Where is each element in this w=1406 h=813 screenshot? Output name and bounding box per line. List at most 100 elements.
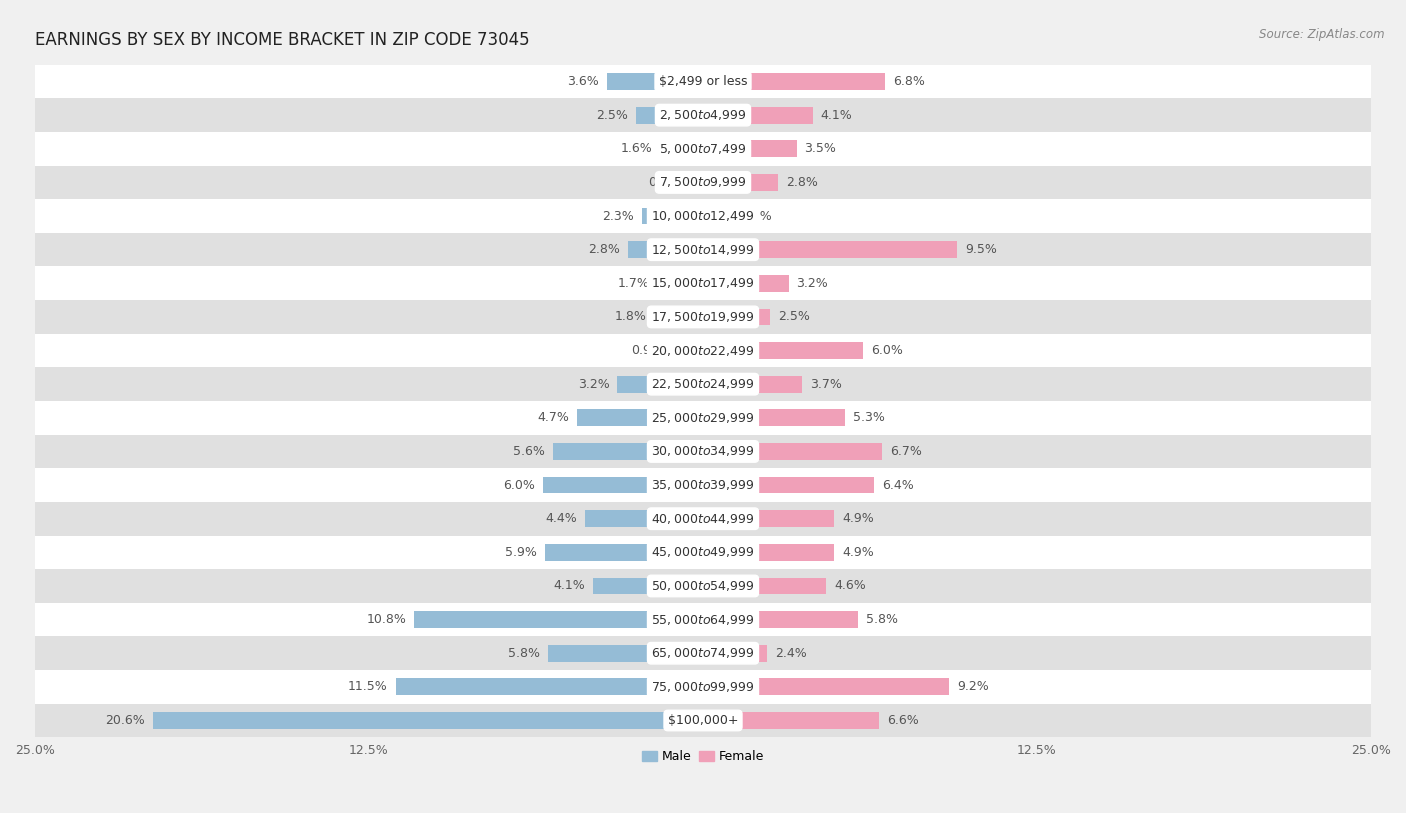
- Bar: [35, 65, 1371, 98]
- Text: 1.7%: 1.7%: [617, 276, 650, 289]
- Bar: [415, 611, 703, 628]
- Bar: [543, 476, 703, 493]
- Text: 9.2%: 9.2%: [957, 680, 988, 693]
- Bar: [546, 544, 703, 561]
- Text: $75,000 to $99,999: $75,000 to $99,999: [651, 680, 755, 693]
- Bar: [703, 511, 834, 527]
- Bar: [35, 569, 1371, 602]
- Text: 3.6%: 3.6%: [567, 75, 599, 88]
- Bar: [703, 342, 863, 359]
- Text: 2.3%: 2.3%: [602, 210, 634, 223]
- Legend: Male, Female: Male, Female: [637, 745, 769, 768]
- Bar: [35, 670, 1371, 704]
- Text: 20.6%: 20.6%: [105, 714, 145, 727]
- Bar: [554, 443, 703, 460]
- Bar: [35, 502, 1371, 536]
- Text: 3.2%: 3.2%: [797, 276, 828, 289]
- Bar: [548, 645, 703, 662]
- Bar: [585, 511, 703, 527]
- Bar: [35, 401, 1371, 435]
- Bar: [703, 645, 768, 662]
- Bar: [661, 141, 703, 157]
- Bar: [703, 611, 858, 628]
- Text: $40,000 to $44,999: $40,000 to $44,999: [651, 511, 755, 526]
- Text: $50,000 to $54,999: $50,000 to $54,999: [651, 579, 755, 593]
- Text: 1.1%: 1.1%: [741, 210, 772, 223]
- Bar: [703, 476, 875, 493]
- Text: 10.8%: 10.8%: [367, 613, 406, 626]
- Text: 4.6%: 4.6%: [834, 580, 866, 593]
- Text: $20,000 to $22,499: $20,000 to $22,499: [651, 344, 755, 358]
- Text: 1.6%: 1.6%: [620, 142, 652, 155]
- Bar: [655, 308, 703, 325]
- Bar: [35, 334, 1371, 367]
- Bar: [696, 174, 703, 191]
- Text: 4.9%: 4.9%: [842, 512, 873, 525]
- Bar: [703, 141, 797, 157]
- Text: 2.4%: 2.4%: [775, 646, 807, 659]
- Bar: [35, 536, 1371, 569]
- Bar: [35, 300, 1371, 334]
- Text: 4.7%: 4.7%: [537, 411, 569, 424]
- Text: $10,000 to $12,499: $10,000 to $12,499: [651, 209, 755, 223]
- Bar: [35, 132, 1371, 166]
- Text: 6.8%: 6.8%: [893, 75, 925, 88]
- Text: $15,000 to $17,499: $15,000 to $17,499: [651, 276, 755, 290]
- Text: 6.0%: 6.0%: [503, 479, 534, 492]
- Text: $22,500 to $24,999: $22,500 to $24,999: [651, 377, 755, 391]
- Text: $12,500 to $14,999: $12,500 to $14,999: [651, 242, 755, 257]
- Bar: [35, 704, 1371, 737]
- Bar: [703, 410, 845, 426]
- Bar: [35, 98, 1371, 132]
- Bar: [35, 199, 1371, 233]
- Bar: [636, 107, 703, 124]
- Bar: [703, 73, 884, 90]
- Bar: [617, 376, 703, 393]
- Bar: [35, 602, 1371, 637]
- Bar: [35, 468, 1371, 502]
- Bar: [703, 308, 770, 325]
- Text: 6.6%: 6.6%: [887, 714, 920, 727]
- Bar: [35, 267, 1371, 300]
- Text: 4.1%: 4.1%: [821, 109, 852, 122]
- Text: 6.4%: 6.4%: [882, 479, 914, 492]
- Text: $55,000 to $64,999: $55,000 to $64,999: [651, 612, 755, 627]
- Text: 3.5%: 3.5%: [804, 142, 837, 155]
- Text: 2.5%: 2.5%: [778, 311, 810, 324]
- Bar: [703, 207, 733, 224]
- Bar: [35, 233, 1371, 267]
- Bar: [35, 166, 1371, 199]
- Text: 5.3%: 5.3%: [852, 411, 884, 424]
- Text: 0.25%: 0.25%: [648, 176, 689, 189]
- Bar: [703, 275, 789, 292]
- Text: 2.8%: 2.8%: [588, 243, 620, 256]
- Text: 5.8%: 5.8%: [866, 613, 898, 626]
- Text: 4.1%: 4.1%: [554, 580, 585, 593]
- Bar: [703, 544, 834, 561]
- Bar: [703, 174, 778, 191]
- Text: 9.5%: 9.5%: [965, 243, 997, 256]
- Text: 5.8%: 5.8%: [508, 646, 540, 659]
- Text: 11.5%: 11.5%: [347, 680, 388, 693]
- Text: $65,000 to $74,999: $65,000 to $74,999: [651, 646, 755, 660]
- Bar: [703, 678, 949, 695]
- Text: 6.0%: 6.0%: [872, 344, 903, 357]
- Bar: [703, 376, 801, 393]
- Bar: [607, 73, 703, 90]
- Text: $25,000 to $29,999: $25,000 to $29,999: [651, 411, 755, 425]
- Text: 5.6%: 5.6%: [513, 445, 546, 458]
- Text: 0.92%: 0.92%: [631, 344, 671, 357]
- Text: 6.7%: 6.7%: [890, 445, 922, 458]
- Bar: [152, 712, 703, 729]
- Text: 3.7%: 3.7%: [810, 378, 842, 391]
- Text: $30,000 to $34,999: $30,000 to $34,999: [651, 445, 755, 459]
- Text: $7,500 to $9,999: $7,500 to $9,999: [659, 176, 747, 189]
- Bar: [658, 275, 703, 292]
- Bar: [703, 443, 882, 460]
- Bar: [703, 241, 957, 258]
- Bar: [35, 367, 1371, 401]
- Bar: [628, 241, 703, 258]
- Text: 3.2%: 3.2%: [578, 378, 609, 391]
- Text: $35,000 to $39,999: $35,000 to $39,999: [651, 478, 755, 492]
- Text: 5.9%: 5.9%: [505, 546, 537, 559]
